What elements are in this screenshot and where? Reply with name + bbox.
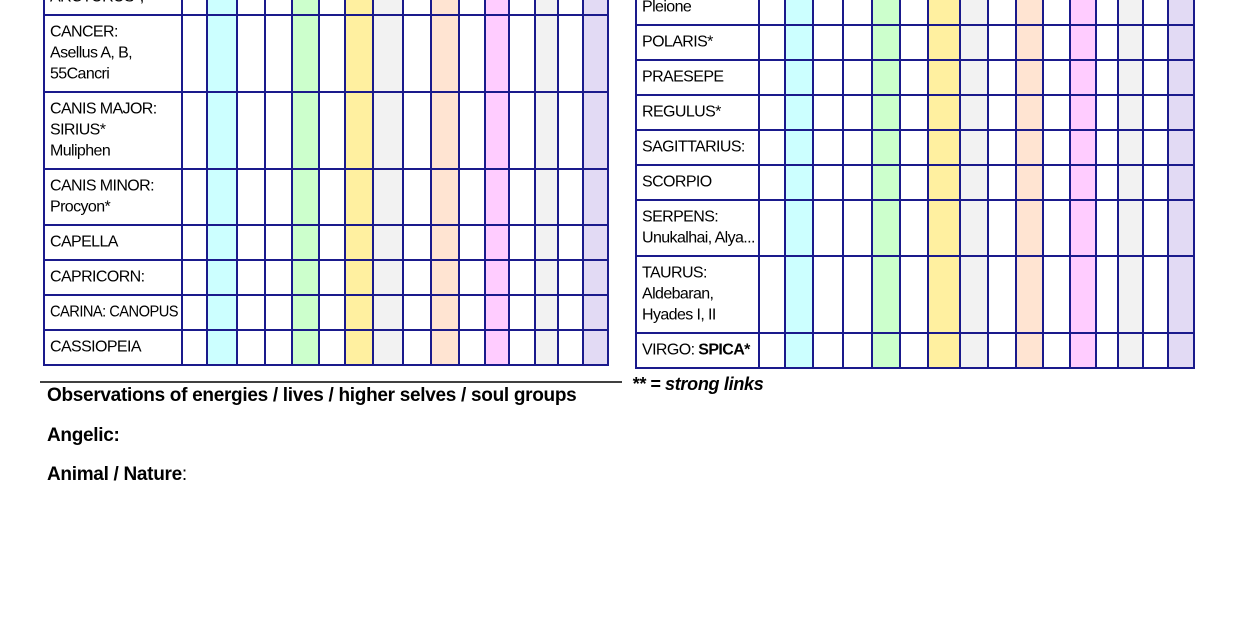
row-label: VIRGO: SPICA* [642,342,751,359]
row-label: CANIS MINOR: [50,178,154,195]
column-fill [872,0,900,368]
angelic-heading: Angelic: [47,425,120,446]
animal-heading: Animal / Nature: [47,464,187,485]
row-label: Unukalhai, Alya... [642,230,755,247]
row-label: Hyades I, II [642,307,716,324]
row-label: 55Cancri [50,66,109,83]
row-label: Procyon* [50,199,110,216]
column-fill [485,0,509,365]
row-label: SCORPIO [642,174,712,191]
row-label: SERPENS: [642,209,718,226]
column-fill [292,0,319,365]
legend-note: ** = strong links [632,374,764,394]
row-label: Aldebaran, [642,286,714,303]
label-part: SPICA* [698,342,751,359]
column-fill [785,0,813,368]
row-label: CANIS MAJOR: [50,101,157,118]
animal-label: Animal / Nature [47,464,182,485]
row-label: PRAESEPE [642,69,723,86]
column-fill [928,0,960,368]
column-fill [535,0,558,365]
row-label: Asellus A, B, [50,45,132,62]
row-label: POLARIS* [642,34,713,51]
observations-heading: Observations of energies / lives / highe… [47,385,576,406]
row-label: CANCER: [50,24,118,41]
column-fill [345,0,373,365]
column-fill [1168,0,1194,368]
row-label: Muliphen [50,143,110,160]
row-label: SIRIUS* [50,122,106,139]
row-label: CAPELLA [50,234,119,251]
label-part: VIRGO: [642,342,698,359]
animal-suffix: : [182,464,187,485]
row-label: ARCTURUS*, [50,0,144,6]
row-label: CARINA: CANOPUS [50,304,178,321]
column-fill [1118,0,1143,368]
row-label: SAGITTARIUS: [642,139,745,156]
column-fill [431,0,459,365]
column-fill [1016,0,1043,368]
column-fill [207,0,237,365]
column-fill [1070,0,1096,368]
row-label: REGULUS* [642,104,721,121]
column-fill [373,0,403,365]
row-label: Pleione [642,0,692,16]
row-label: TAURUS: [642,265,707,282]
row-label: CASSIOPEIA [50,339,142,356]
row-label: CAPRICORN: [50,269,144,286]
column-fill [960,0,988,368]
column-fill [583,0,608,365]
